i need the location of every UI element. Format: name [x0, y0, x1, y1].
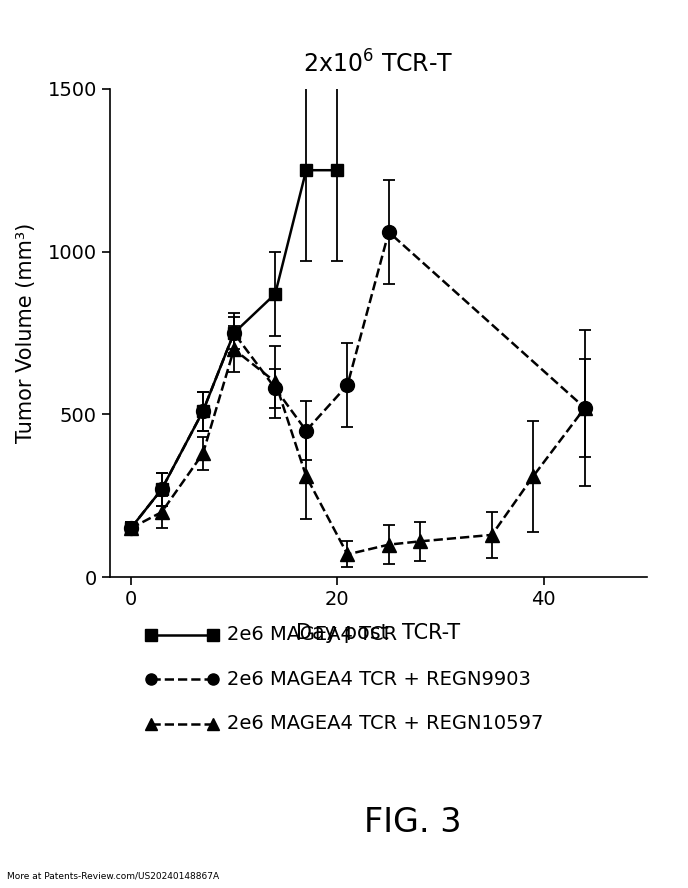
X-axis label: Day post  TCR-T: Day post TCR-T	[297, 623, 460, 643]
Text: 2e6 MAGEA4 TCR + REGN9903: 2e6 MAGEA4 TCR + REGN9903	[227, 670, 531, 689]
Text: FIG. 3: FIG. 3	[364, 806, 462, 839]
Text: 2e6 MAGEA4 TCR + REGN10597: 2e6 MAGEA4 TCR + REGN10597	[227, 714, 544, 733]
Text: 2e6 MAGEA4 TCR: 2e6 MAGEA4 TCR	[227, 625, 397, 645]
Text: More at Patents-Review.com/US20240148867A: More at Patents-Review.com/US20240148867…	[7, 872, 219, 881]
Title: 2x10$^6$ TCR-T: 2x10$^6$ TCR-T	[303, 50, 453, 77]
Y-axis label: Tumor Volume (mm³): Tumor Volume (mm³)	[17, 223, 36, 443]
